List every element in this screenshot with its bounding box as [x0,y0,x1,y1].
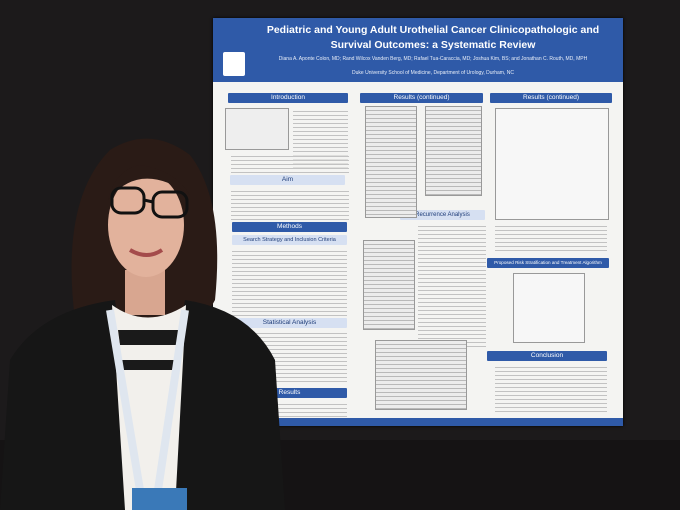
section-heading: Results (continued) [490,93,612,103]
body-text [495,364,607,414]
poster-title: Pediatric and Young Adult Urothelial Can… [266,24,600,51]
body-text [231,153,349,173]
section-heading: Conclusion [487,351,607,361]
section-heading: Results (continued) [360,93,483,103]
poster-authors: Diana A. Aponte Colon, MD; Rand Wilcox V… [278,56,588,62]
section-heading: Proposed Risk Stratification and Treatme… [487,258,609,268]
face [108,173,184,277]
shirt [112,305,186,510]
poster: Pediatric and Young Adult Urothelial Can… [213,18,623,426]
glasses [110,186,189,219]
body-text [495,223,607,253]
body-text [231,188,349,220]
poster-footer [213,418,623,426]
mouth [128,248,164,257]
section-heading: Introduction [228,93,348,103]
table [365,106,417,218]
section-heading: Search Strategy and Inclusion Criteria [232,235,347,245]
figure [495,108,609,220]
table [425,106,482,196]
table [375,340,467,410]
blazer-left [0,300,145,510]
figure [513,273,585,343]
section-heading: Statistical Analysis [232,318,347,328]
badge [132,488,187,510]
poster-header [213,18,623,82]
section-heading: Methods [232,222,347,232]
body-text [418,223,486,348]
figure [225,108,289,150]
body-text [232,248,347,316]
section-heading: Aim [230,175,345,185]
lanyard [106,309,189,491]
fringe [108,165,190,200]
shirt-stripe [118,360,178,370]
neck [125,270,165,315]
logo [223,52,245,76]
table [363,240,415,330]
blazer-right [150,300,285,510]
poster-affiliation: Duke University School of Medicine, Depa… [352,70,514,76]
section-heading: Results [232,388,347,398]
section-heading: Recurrence Analysis [400,210,485,220]
shirt-stripe [118,330,180,345]
